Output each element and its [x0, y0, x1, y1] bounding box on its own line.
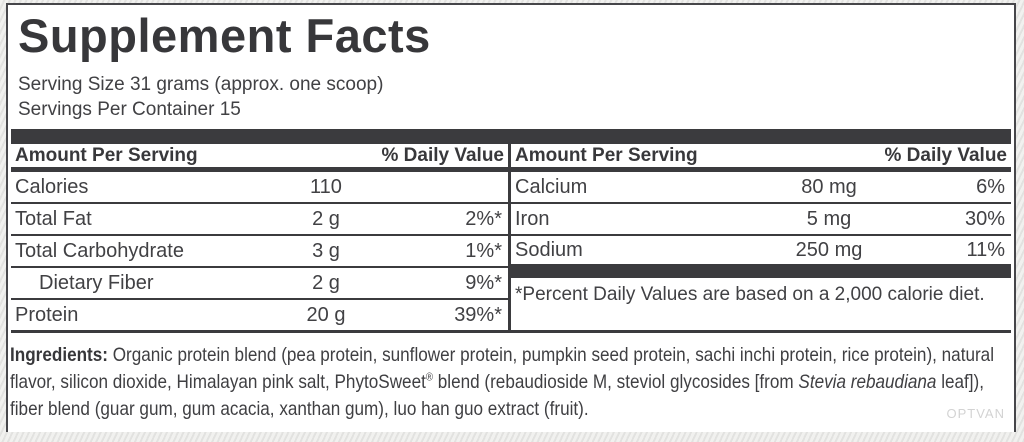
- nutrient-daily-value: 6%: [976, 175, 1005, 198]
- daily-value-header: % Daily Value: [381, 144, 504, 166]
- nutrient-row-sodium: Sodium 250 mg 11%: [511, 236, 1011, 264]
- nutrient-daily-value: 9%*: [465, 271, 502, 294]
- nutrient-name: Total Fat: [15, 207, 92, 230]
- nutrient-daily-value: 1%*: [465, 239, 502, 262]
- nutrient-amount: 80 mg: [801, 175, 857, 198]
- nutrient-name: Calcium: [515, 175, 588, 198]
- nutrient-daily-value: 30%: [964, 207, 1005, 230]
- nutrient-name: Protein: [15, 303, 79, 326]
- nutrient-name: Total Carbohydrate: [15, 239, 184, 262]
- ingredients-text: leaf]), fiber blend (guar gum, gum acaci…: [10, 371, 985, 420]
- nutrient-row-iron: Iron 5 mg 30%: [511, 204, 1011, 236]
- nutrient-amount: 5 mg: [806, 207, 852, 230]
- nutrient-row-total-fat: Total Fat 2 g 2%*: [11, 204, 508, 236]
- serving-info: Serving Size 31 grams (approx. one scoop…: [18, 72, 1014, 122]
- nutrient-daily-value: 11%: [966, 238, 1005, 261]
- table-header-right: Amount Per Serving % Daily Value: [511, 144, 1011, 172]
- daily-value-footnote: *Percent Daily Values are based on a 2,0…: [515, 284, 985, 305]
- supplement-facts-title: Supplement Facts: [18, 9, 431, 62]
- nutrient-amount: 20 g: [306, 303, 346, 326]
- nutrient-name: Sodium: [515, 238, 583, 261]
- facts-table-right: Amount Per Serving % Daily Value Calcium…: [511, 144, 1011, 330]
- facts-table-left: Amount Per Serving % Daily Value Calorie…: [11, 144, 511, 330]
- facts-panel: Amount Per Serving % Daily Value Calorie…: [11, 129, 1011, 333]
- daily-value-header: % Daily Value: [884, 144, 1007, 166]
- nutrient-amount: 250 mg: [795, 238, 863, 261]
- ingredients-species-italic: Stevia rebaudiana: [798, 371, 937, 393]
- nutrient-amount: 2 g: [312, 207, 340, 230]
- watermark-text: OPTVAN: [946, 406, 1005, 421]
- nutrient-row-calories: Calories 110: [11, 172, 508, 204]
- facts-columns: Amount Per Serving % Daily Value Calorie…: [11, 144, 1011, 330]
- nutrient-row-total-carbohydrate: Total Carbohydrate 3 g 1%*: [11, 236, 508, 268]
- serving-size-line: Serving Size 31 grams (approx. one scoop…: [18, 74, 384, 95]
- supplement-facts-label: Supplement Facts Serving Size 31 grams (…: [6, 3, 1016, 432]
- nutrient-row-dietary-fiber: Dietary Fiber 2 g 9%*: [11, 268, 508, 300]
- nutrient-daily-value: 39%*: [454, 303, 502, 326]
- nutrient-row-calcium: Calcium 80 mg 6%: [511, 172, 1011, 204]
- table-header-left: Amount Per Serving % Daily Value: [11, 144, 508, 172]
- nutrient-amount: 3 g: [312, 239, 340, 262]
- nutrient-name: Iron: [515, 207, 550, 230]
- servings-per-container-line: Servings Per Container 15: [18, 99, 241, 120]
- ingredients-label: Ingredients:: [10, 344, 108, 366]
- nutrient-daily-value: 2%*: [465, 207, 502, 230]
- ingredients-text: blend (rebaudioside M, steviol glycoside…: [432, 371, 799, 393]
- facts-top-bar: [11, 129, 1011, 144]
- registered-trademark-symbol: ®: [425, 371, 433, 384]
- amount-per-serving-header: Amount Per Serving: [15, 144, 198, 166]
- nutrient-amount: 110: [310, 175, 342, 198]
- ingredients-text: Organic protein blend (pea protein, sunf…: [10, 344, 995, 393]
- ingredients-paragraph: Ingredients: Organic protein blend (pea …: [10, 342, 1018, 423]
- nutrient-row-protein: Protein 20 g 39%*: [11, 300, 508, 330]
- footnote-divider-bar: [511, 264, 1011, 278]
- nutrient-name: Calories: [15, 175, 89, 198]
- nutrient-name: Dietary Fiber: [39, 271, 154, 294]
- nutrient-amount: 2 g: [312, 271, 340, 294]
- amount-per-serving-header: Amount Per Serving: [515, 144, 698, 166]
